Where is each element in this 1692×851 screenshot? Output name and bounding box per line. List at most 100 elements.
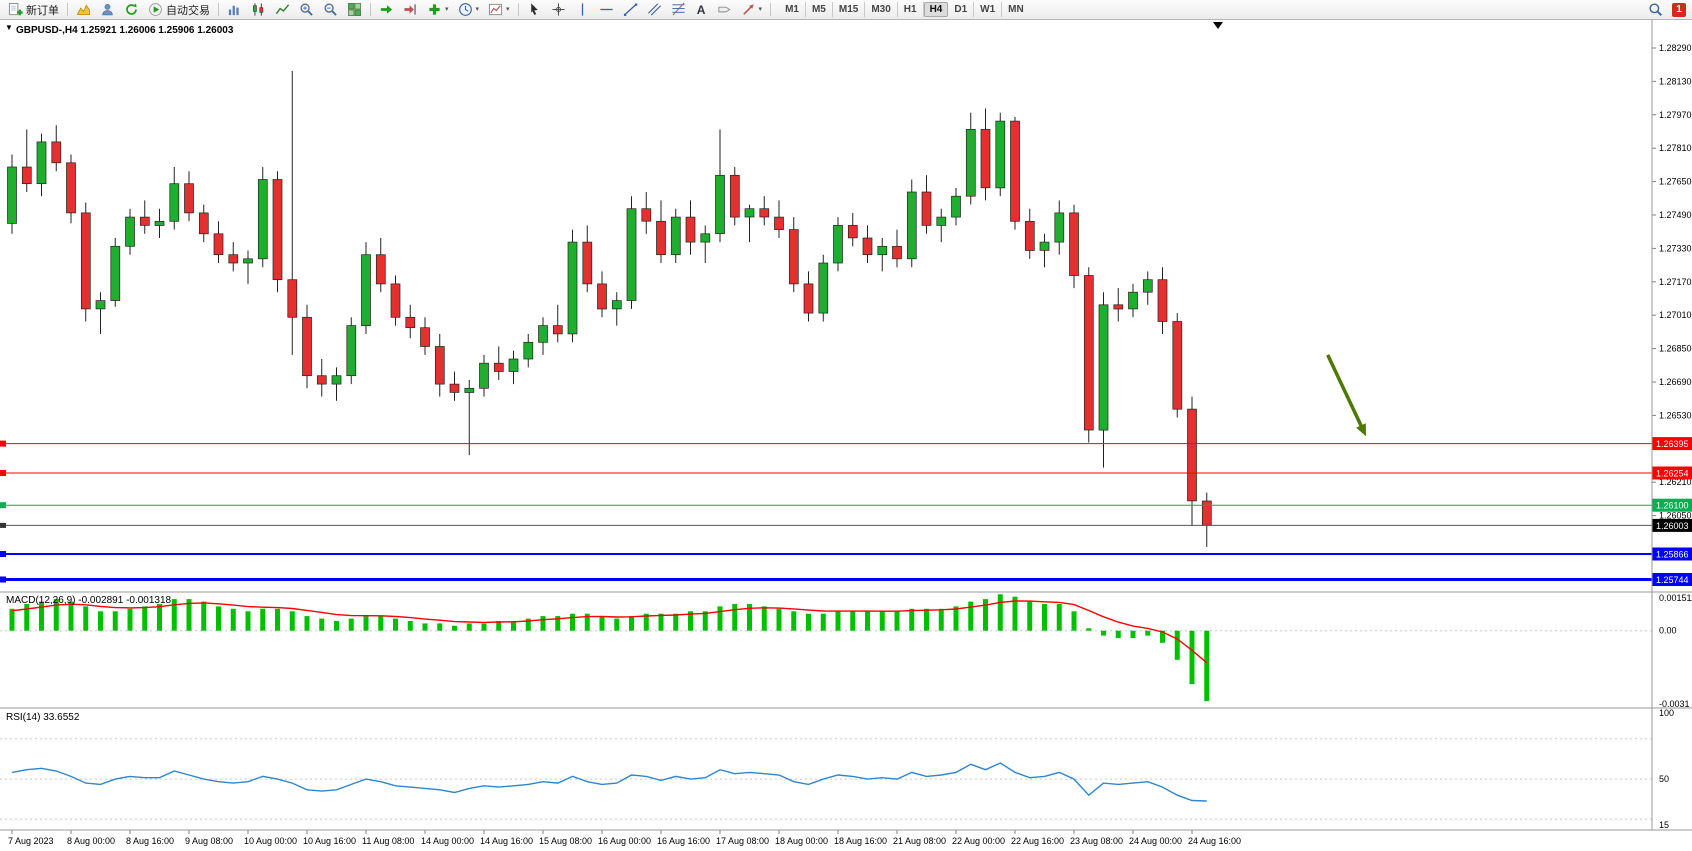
svg-text:7 Aug 2023: 7 Aug 2023 (8, 836, 54, 846)
templates-button[interactable]: ▾ (484, 0, 514, 20)
cursor-icon (530, 3, 538, 15)
search-button[interactable] (1644, 0, 1667, 20)
svg-text:22 Aug 16:00: 22 Aug 16:00 (1011, 836, 1064, 846)
timeframe-h4[interactable]: H4 (923, 2, 949, 17)
separator (218, 3, 219, 16)
timeframe-h1[interactable]: H1 (898, 2, 924, 17)
bar-chart-button[interactable] (223, 0, 246, 20)
refresh-button[interactable] (120, 0, 143, 20)
svg-text:17 Aug 08:00: 17 Aug 08:00 (716, 836, 769, 846)
svg-text:0.00: 0.00 (1659, 626, 1677, 636)
svg-text:100: 100 (1659, 708, 1674, 718)
candlestick-chart-icon (253, 3, 264, 16)
tile-windows-button[interactable] (343, 0, 366, 20)
chart-shift-marker[interactable] (1213, 22, 1223, 29)
svg-text:16 Aug 00:00: 16 Aug 00:00 (598, 836, 651, 846)
svg-text:16 Aug 16:00: 16 Aug 16:00 (657, 836, 710, 846)
new-order-button[interactable]: 新订单 (4, 0, 63, 20)
macd-label: MACD(12,26,9) -0.002891 -0.001318 (6, 595, 172, 606)
candlestick-chart-button[interactable] (247, 0, 270, 20)
svg-text:-0.0031: -0.0031 (1659, 699, 1690, 709)
toolbar-right: 1 (1644, 0, 1688, 20)
svg-text:1.26003: 1.26003 (1656, 521, 1689, 531)
svg-text:1.27170: 1.27170 (1659, 277, 1692, 287)
svg-text:1.27330: 1.27330 (1659, 243, 1692, 253)
crosshair-tool-button[interactable] (547, 0, 570, 20)
auto-scroll-button[interactable] (375, 0, 398, 20)
timeframe-m15[interactable]: M15 (833, 2, 866, 17)
separator (770, 3, 772, 16)
text-icon: A (696, 2, 706, 17)
zoom-out-icon (324, 3, 337, 16)
svg-text:1.28130: 1.28130 (1659, 76, 1692, 86)
svg-text:1.26210: 1.26210 (1659, 477, 1692, 487)
zoom-out-button[interactable] (319, 0, 342, 20)
market-watch-button[interactable] (72, 0, 95, 20)
svg-text:10 Aug 00:00: 10 Aug 00:00 (244, 836, 297, 846)
svg-text:1.27490: 1.27490 (1659, 210, 1692, 220)
chart-title: GBPUSD-,H4 1.25921 1.26006 1.25906 1.260… (16, 25, 234, 36)
svg-text:1.25866: 1.25866 (1656, 550, 1689, 560)
svg-text:9 Aug 08:00: 9 Aug 08:00 (185, 836, 233, 846)
timeframe-m1[interactable]: M1 (779, 2, 806, 17)
refresh-icon (126, 3, 137, 15)
chart-shift-button[interactable] (399, 0, 422, 20)
new-order-label: 新订单 (26, 4, 59, 17)
svg-text:1.26530: 1.26530 (1659, 410, 1692, 420)
fibonacci-icon (671, 2, 685, 16)
separator (370, 3, 371, 16)
vertical-line-tool-button[interactable] (571, 0, 594, 20)
svg-text:21 Aug 08:00: 21 Aug 08:00 (893, 836, 946, 846)
fibonacci-tool-button[interactable] (667, 0, 690, 20)
timeframe-m5[interactable]: M5 (806, 2, 833, 17)
horizontal-level-lines[interactable]: 1.26395 1.26254 1.26100 1.25866 1.25744 (0, 437, 1692, 586)
autotrading-button[interactable]: 自动交易 (144, 0, 214, 20)
svg-text:0.001511: 0.001511 (1659, 593, 1692, 603)
timeframe-m30[interactable]: M30 (865, 2, 898, 17)
svg-text:8 Aug 00:00: 8 Aug 00:00 (67, 836, 115, 846)
arrows-tool-button[interactable]: ▾ (737, 0, 767, 20)
auto-scroll-icon (380, 5, 393, 14)
line-chart-icon (275, 4, 290, 15)
trendline-icon (623, 3, 637, 16)
new-order-icon (8, 2, 23, 16)
price-axis[interactable]: 1.28290 1.28130 1.27970 1.27810 1.27650 1.274… (1652, 43, 1692, 521)
chart-background[interactable] (0, 20, 1692, 851)
text-tool-button[interactable]: A (691, 0, 712, 20)
svg-text:1.26254: 1.26254 (1656, 469, 1689, 479)
line-chart-button[interactable] (271, 0, 294, 20)
rsi-label: RSI(14) 33.6552 (6, 712, 80, 723)
svg-text:15: 15 (1659, 820, 1669, 830)
macd-panel: 0.001511 0.00 -0.0031 (0, 593, 1692, 709)
equidistant-channel-icon (647, 3, 661, 16)
svg-text:1.27010: 1.27010 (1659, 310, 1692, 320)
tile-windows-icon (348, 3, 361, 16)
timeframe-w1[interactable]: W1 (974, 2, 1003, 17)
trendline-tool-button[interactable] (619, 0, 642, 20)
time-axis[interactable]: 7 Aug 2023 8 Aug 00:00 8 Aug 16:00 9 Aug 08… (8, 830, 1241, 846)
channel-tool-button[interactable] (643, 0, 666, 20)
text-label-icon (717, 6, 731, 13)
profiles-button[interactable] (96, 0, 119, 20)
cursor-tool-button[interactable] (523, 0, 546, 20)
horizontal-line-tool-button[interactable] (595, 0, 618, 20)
one-click-trading-toggle[interactable]: ▼ (5, 23, 13, 32)
candles (7, 71, 1212, 547)
chevron-down-icon: ▾ (758, 6, 763, 13)
svg-text:1.27650: 1.27650 (1659, 177, 1692, 187)
zoom-in-button[interactable] (295, 0, 318, 20)
indicators-button[interactable]: ▾ (423, 0, 453, 20)
autotrading-icon (149, 3, 162, 16)
trend-arrow-annotation[interactable] (1326, 354, 1366, 437)
svg-text:1.28290: 1.28290 (1659, 43, 1692, 53)
chart-shift-icon (404, 4, 416, 15)
timeframe-d1[interactable]: D1 (948, 2, 975, 17)
svg-text:1.26395: 1.26395 (1656, 439, 1689, 449)
timeframe-mn[interactable]: MN (1008, 4, 1024, 15)
notification-badge[interactable]: 1 (1672, 2, 1686, 17)
text-label-tool-button[interactable] (713, 0, 736, 20)
periods-button[interactable]: ▾ (454, 0, 484, 20)
profiles-icon (102, 3, 113, 16)
chart-canvas[interactable]: 1.28290 1.28130 1.27970 1.27810 1.27650 1.274… (0, 20, 1692, 851)
svg-text:10 Aug 16:00: 10 Aug 16:00 (303, 836, 356, 846)
